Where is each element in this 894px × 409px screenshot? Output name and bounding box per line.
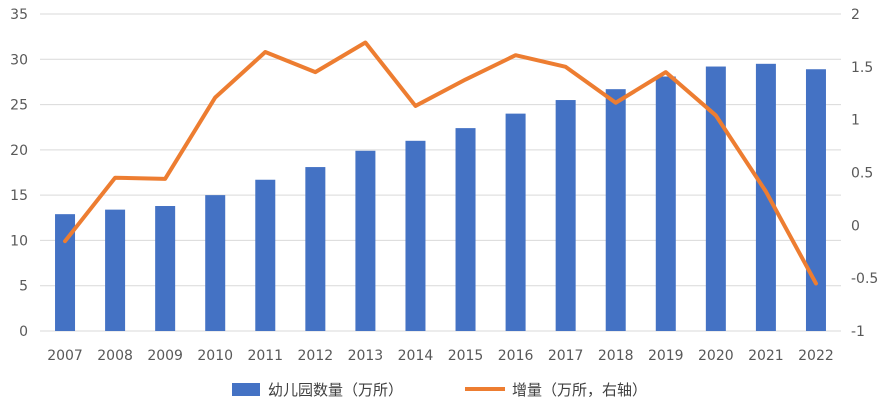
legend-swatch-bar [232,383,260,396]
x-tick-label: 2007 [47,348,83,364]
bar [505,113,526,331]
bar [205,195,226,331]
bar [305,167,326,331]
bar [255,179,276,331]
bar [405,140,426,331]
bar [655,76,676,331]
bar [105,209,126,331]
right-tick-label: -0.5 [851,271,878,287]
bar [55,214,76,331]
bar [605,89,626,331]
right-tick-label: 1.5 [851,60,873,76]
bar-series [55,63,826,332]
x-tick-label: 2008 [97,348,133,364]
bar [555,100,576,332]
right-tick-label: 2 [851,7,860,23]
legend: 幼儿园数量（万所） 增量（万所，右轴） [232,381,647,399]
x-tick-label: 2012 [298,348,334,364]
x-tick-label: 2009 [147,348,183,364]
left-tick-label: 15 [10,188,28,204]
left-tick-label: 5 [19,279,28,295]
x-tick-label: 2014 [398,348,434,364]
line-series [63,40,818,286]
bar [455,128,476,331]
right-tick-label: 1 [851,113,860,129]
left-tick-label: 30 [10,52,28,68]
x-tick-label: 2021 [748,348,784,364]
bar [155,206,176,331]
legend-label-line: 增量（万所，右轴） [512,381,647,399]
x-tick-label: 2017 [548,348,584,364]
right-tick-label: 0.5 [851,166,873,182]
right-tick-label: -1 [851,324,865,340]
x-tick-label: 2011 [247,348,283,364]
x-tick-label: 2018 [598,348,634,364]
x-tick-label: 2010 [197,348,233,364]
bar [355,150,376,331]
left-tick-label: 20 [10,143,28,159]
right-tick-label: 0 [851,218,860,234]
right-axis-ticks: -1 -0.5 0 0.5 1 1.5 2 [851,7,878,340]
left-tick-label: 10 [10,233,28,249]
x-tick-label: 2016 [498,348,534,364]
left-tick-label: 25 [10,98,28,114]
x-tick-label: 2015 [448,348,484,364]
x-tick-label: 2022 [798,348,834,364]
x-tick-label: 2019 [648,348,684,364]
left-axis-ticks: 0 5 10 15 20 25 30 35 [10,7,28,340]
x-axis-ticks: 2007 2008 2009 2010 2011 2012 2013 2014 2015 2016… [47,348,834,364]
x-tick-label: 2013 [348,348,384,364]
left-tick-label: 0 [19,324,28,340]
bar [705,66,726,331]
line-path [63,40,818,286]
x-tick-label: 2020 [698,348,734,364]
bar [805,69,826,332]
left-tick-label: 35 [10,7,28,23]
bar [755,63,776,332]
legend-label-bar: 幼儿园数量（万所） [268,381,403,399]
